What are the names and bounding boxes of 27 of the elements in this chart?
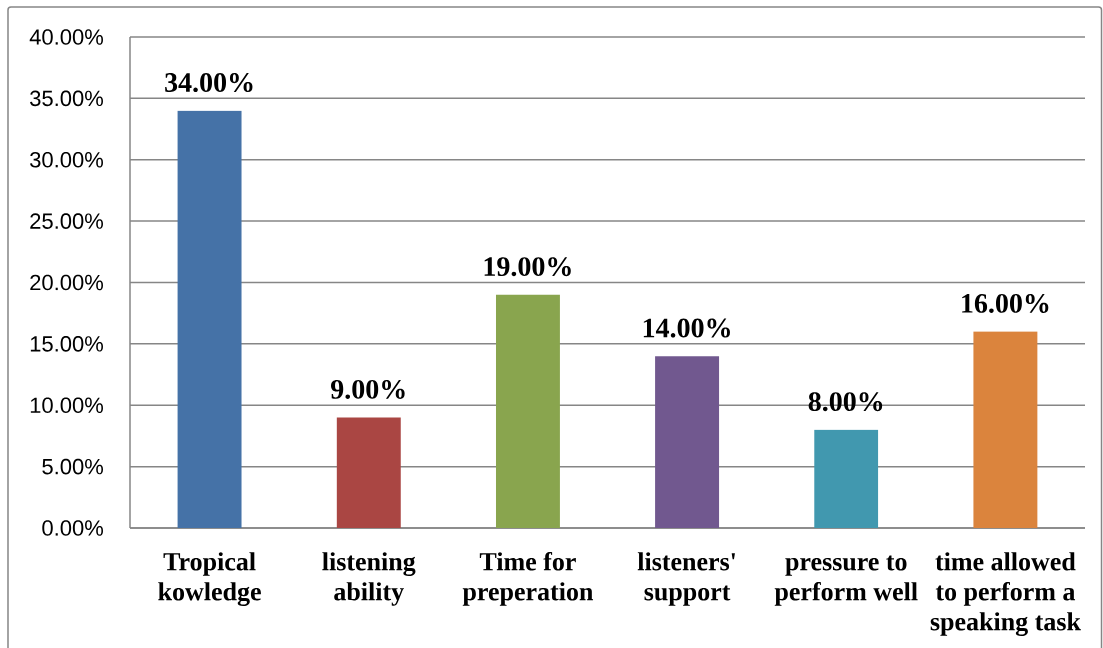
- data-label: 16.00%: [962, 293, 1049, 313]
- bar: [814, 429, 879, 528]
- x-tick-label: listening ability: [322, 552, 416, 606]
- bar: [336, 417, 401, 528]
- x-tick-label: time allowed to perform a speaking task: [930, 552, 1081, 636]
- data-label: 8.00%: [808, 392, 883, 412]
- bar: [177, 110, 242, 528]
- data-label: 14.00%: [643, 318, 730, 338]
- bar: [973, 331, 1038, 528]
- y-tick-label: 40.00%: [29, 29, 103, 45]
- y-tick-label: 30.00%: [30, 151, 103, 168]
- x-tick-label: listeners' support: [637, 552, 735, 606]
- y-tick-label: 10.00%: [30, 397, 103, 414]
- bar: [495, 294, 560, 528]
- x-tick-label: Tropical kowledge: [158, 552, 261, 606]
- y-tick-label: 15.00%: [30, 336, 103, 352]
- x-tick-label: Time for preperation: [462, 551, 594, 606]
- data-label: 19.00%: [484, 257, 571, 277]
- y-tick-label: 0.00%: [42, 520, 104, 536]
- y-tick-label: 5.00%: [42, 458, 104, 475]
- y-tick-label: 20.00%: [30, 274, 103, 291]
- y-tick-label: 35.00%: [30, 90, 103, 107]
- data-label: 9.00%: [331, 379, 405, 399]
- bar: [655, 356, 720, 528]
- x-tick-label: pressure to perform well: [774, 555, 918, 606]
- data-label: 34.00%: [165, 73, 253, 93]
- y-tick-label: 25.00%: [30, 213, 103, 229]
